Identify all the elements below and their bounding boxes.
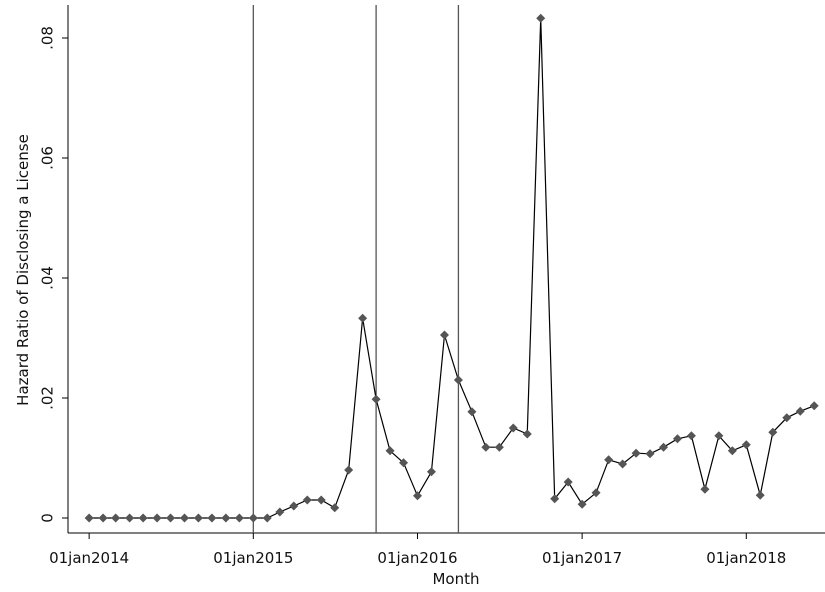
y-tick-label: .08 — [39, 26, 57, 50]
data-point — [604, 455, 614, 465]
data-point — [371, 394, 381, 404]
data-point — [618, 459, 628, 469]
data-point — [481, 442, 491, 452]
data-point — [111, 513, 121, 523]
data-point — [741, 440, 751, 450]
data-point — [494, 442, 504, 452]
data-point — [591, 488, 601, 498]
data-point — [399, 458, 409, 468]
data-point — [234, 513, 244, 523]
data-point — [166, 513, 176, 523]
data-point — [426, 467, 436, 477]
data-point — [125, 513, 135, 523]
data-point — [316, 495, 326, 505]
y-tick-label: .04 — [39, 266, 57, 290]
x-tick-label: 01jan2015 — [213, 549, 293, 567]
data-point — [714, 431, 724, 441]
data-point — [795, 406, 805, 416]
data-point — [439, 330, 449, 340]
data-point — [385, 446, 395, 456]
data-point — [152, 513, 162, 523]
data-point — [302, 495, 312, 505]
x-tick-label: 01jan2016 — [377, 549, 457, 567]
x-tick-label: 01jan2014 — [49, 549, 129, 567]
data-point — [686, 431, 696, 441]
data-point — [207, 513, 217, 523]
data-point — [358, 313, 368, 323]
data-point — [193, 513, 203, 523]
data-point — [330, 503, 340, 513]
data-point — [645, 449, 655, 459]
x-tick-label: 01jan2017 — [542, 549, 622, 567]
y-tick-label: .06 — [39, 146, 57, 170]
data-point — [84, 513, 94, 523]
y-tick-label: .02 — [39, 386, 57, 410]
x-axis-title: Month — [432, 570, 479, 588]
data-point — [179, 513, 189, 523]
data-point — [522, 429, 532, 439]
data-point — [467, 407, 477, 417]
data-point — [98, 513, 108, 523]
data-point — [453, 375, 463, 385]
data-point — [412, 491, 422, 501]
data-point — [768, 427, 778, 437]
data-point — [700, 484, 710, 494]
data-point — [577, 499, 587, 509]
data-point — [809, 401, 819, 411]
data-point — [221, 513, 231, 523]
data-point — [563, 477, 573, 487]
data-point — [289, 501, 299, 511]
data-point — [659, 442, 669, 452]
data-point — [508, 423, 518, 433]
data-point — [536, 13, 546, 23]
data-point — [138, 513, 148, 523]
data-point — [550, 494, 560, 504]
data-point — [275, 507, 285, 517]
y-axis-title: Hazard Ratio of Disclosing a License — [14, 134, 32, 406]
data-point — [344, 465, 354, 475]
data-point — [631, 448, 641, 458]
data-point — [248, 513, 258, 523]
x-tick-label: 01jan2018 — [706, 549, 786, 567]
data-point — [782, 413, 792, 423]
y-tick-label: 0 — [39, 513, 57, 523]
data-point — [672, 434, 682, 444]
data-point — [755, 490, 765, 500]
data-point — [727, 446, 737, 456]
data-point — [262, 513, 272, 523]
